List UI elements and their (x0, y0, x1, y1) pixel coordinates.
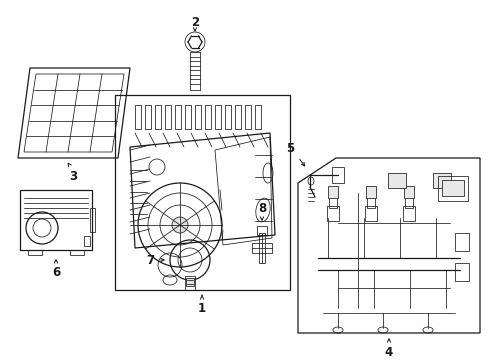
Bar (164, 105, 171, 129)
Bar (115, 95, 289, 290)
Bar (454, 263, 468, 281)
Bar (204, 105, 210, 129)
Bar (327, 186, 337, 198)
Bar (184, 276, 195, 290)
Bar (326, 206, 338, 221)
Bar (84, 236, 90, 246)
Text: 6: 6 (52, 266, 60, 279)
Bar (364, 206, 376, 221)
Bar (454, 233, 468, 251)
Bar (20, 190, 92, 250)
Text: 1: 1 (198, 302, 205, 315)
Bar (235, 105, 241, 129)
Bar (195, 105, 201, 129)
Bar (215, 105, 221, 129)
Bar (244, 105, 250, 129)
Bar (365, 186, 375, 198)
Bar (28, 250, 42, 255)
Bar (331, 167, 343, 183)
Bar (185, 278, 194, 286)
Bar (432, 173, 450, 188)
Bar (402, 206, 414, 221)
Bar (145, 105, 151, 129)
Bar (259, 233, 264, 263)
Text: 2: 2 (190, 15, 199, 28)
Bar (135, 105, 141, 129)
Bar (184, 105, 191, 129)
Text: 4: 4 (384, 346, 392, 360)
Bar (254, 105, 261, 129)
Bar (387, 173, 405, 188)
Bar (257, 226, 266, 235)
Text: 8: 8 (257, 202, 265, 215)
Bar (404, 196, 412, 208)
Text: 3: 3 (69, 170, 77, 183)
Bar (403, 186, 413, 198)
Bar (437, 176, 467, 201)
Text: 7: 7 (145, 253, 154, 266)
Bar (90, 208, 95, 232)
Bar (155, 105, 161, 129)
Bar (70, 250, 84, 255)
Bar (441, 180, 463, 196)
Bar (328, 196, 336, 208)
Bar (175, 105, 181, 129)
Bar (366, 196, 374, 208)
Bar (251, 243, 271, 253)
Circle shape (172, 217, 187, 233)
Text: 5: 5 (285, 143, 293, 156)
Bar (224, 105, 230, 129)
